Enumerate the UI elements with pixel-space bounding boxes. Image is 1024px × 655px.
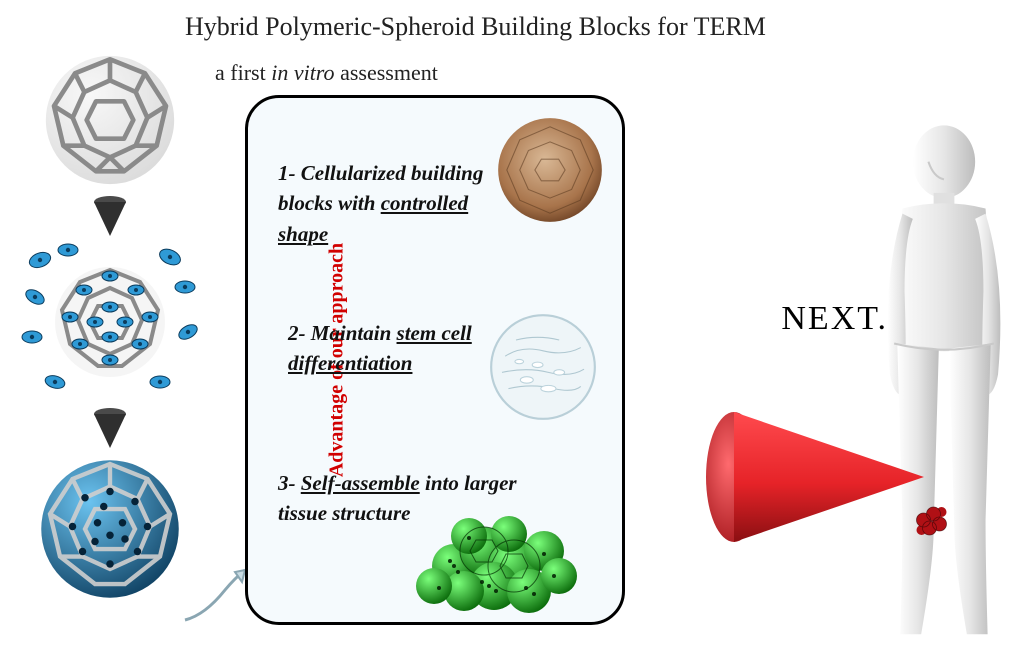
advantage-point-1: 1- Cellularized building blocks with con…: [278, 158, 508, 249]
human-figure-icon: [829, 115, 1024, 655]
page-title: Hybrid Polymeric-Spheroid Building Block…: [185, 12, 766, 42]
p3-pre: 3-: [278, 471, 301, 495]
hybrid-spheroid-icon: [35, 454, 185, 604]
cone-arrow-down-icon: [88, 406, 132, 450]
subtitle-post: assessment: [335, 60, 438, 85]
p2-pre: 2- Maintain: [288, 321, 397, 345]
subtitle-pre: a first: [215, 60, 271, 85]
histology-section-icon: [489, 313, 597, 421]
advantages-panel: Advantage of our approach 1- Cellularize…: [245, 95, 625, 625]
cone-arrow-down-icon: [88, 194, 132, 238]
scaffold-empty-icon: [40, 50, 180, 190]
scaffold-seeding-icon: [20, 242, 200, 402]
left-process-column: [20, 50, 200, 604]
subtitle-italic: in vitro: [271, 60, 334, 85]
page-subtitle: a first in vitro assessment: [215, 60, 438, 86]
microscopy-spheroid-icon: [496, 116, 604, 224]
p3-u: Self-assemble: [301, 471, 420, 495]
assembled-cluster-icon: [394, 496, 594, 616]
red-cone-arrow-icon: [704, 400, 929, 555]
